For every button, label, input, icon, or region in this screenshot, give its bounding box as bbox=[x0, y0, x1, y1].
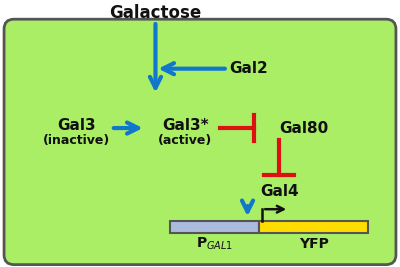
Text: (inactive): (inactive) bbox=[43, 134, 110, 147]
Bar bbox=[259, 221, 368, 233]
Text: Galactose: Galactose bbox=[109, 4, 202, 22]
Text: (active): (active) bbox=[158, 134, 212, 147]
Text: Gal3*: Gal3* bbox=[162, 117, 208, 133]
Text: Gal4: Gal4 bbox=[260, 184, 298, 199]
Text: P$_{\mathit{GAL1}}$: P$_{\mathit{GAL1}}$ bbox=[196, 236, 234, 252]
Bar bbox=[170, 221, 259, 233]
FancyBboxPatch shape bbox=[4, 19, 396, 265]
Text: Gal3: Gal3 bbox=[57, 117, 96, 133]
Text: Gal80: Gal80 bbox=[279, 121, 328, 136]
Text: Gal2: Gal2 bbox=[230, 61, 268, 76]
Text: YFP: YFP bbox=[299, 237, 329, 251]
